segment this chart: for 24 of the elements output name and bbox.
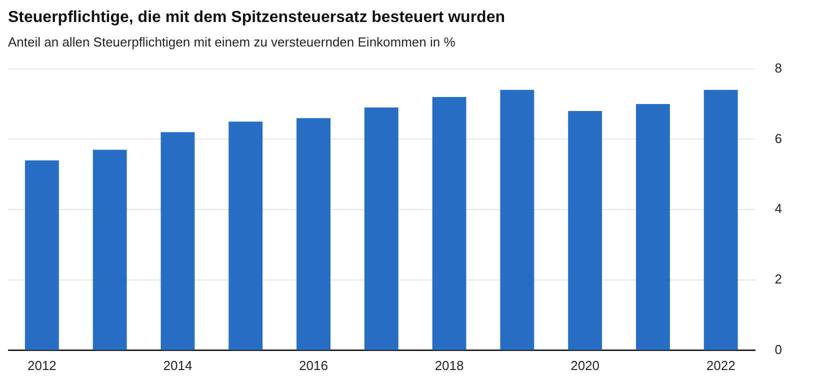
bar — [228, 122, 263, 350]
bar — [24, 160, 59, 350]
x-tick-label: 2014 — [163, 358, 192, 373]
x-tick-label: 2020 — [570, 358, 600, 373]
chart-title: Steuerpflichtige, die mit dem Spitzensteuersatz besteuert wurden — [8, 9, 505, 26]
y-tick-label: 4 — [774, 201, 782, 216]
x-tick-label: 2018 — [434, 358, 464, 373]
y-tick-label: 8 — [774, 60, 782, 76]
bar — [704, 90, 738, 350]
y-tick-label: 0 — [774, 342, 782, 357]
x-tick-label: 2012 — [27, 358, 56, 373]
chart-subtitle: Anteil an allen Steuerpflichtigen mit einem zu versteuernden Einkommen in % — [8, 34, 456, 50]
bar — [432, 96, 466, 350]
y-tick-label: 6 — [774, 130, 782, 146]
bar — [500, 90, 534, 350]
bar — [568, 111, 602, 350]
x-tick-label: 2016 — [299, 358, 328, 373]
bar — [296, 118, 330, 350]
bar — [160, 132, 195, 350]
bar — [636, 104, 670, 350]
y-tick-label: 2 — [774, 272, 782, 287]
bar — [364, 108, 398, 350]
x-tick-label: 2022 — [706, 358, 736, 373]
bar — [92, 150, 127, 350]
